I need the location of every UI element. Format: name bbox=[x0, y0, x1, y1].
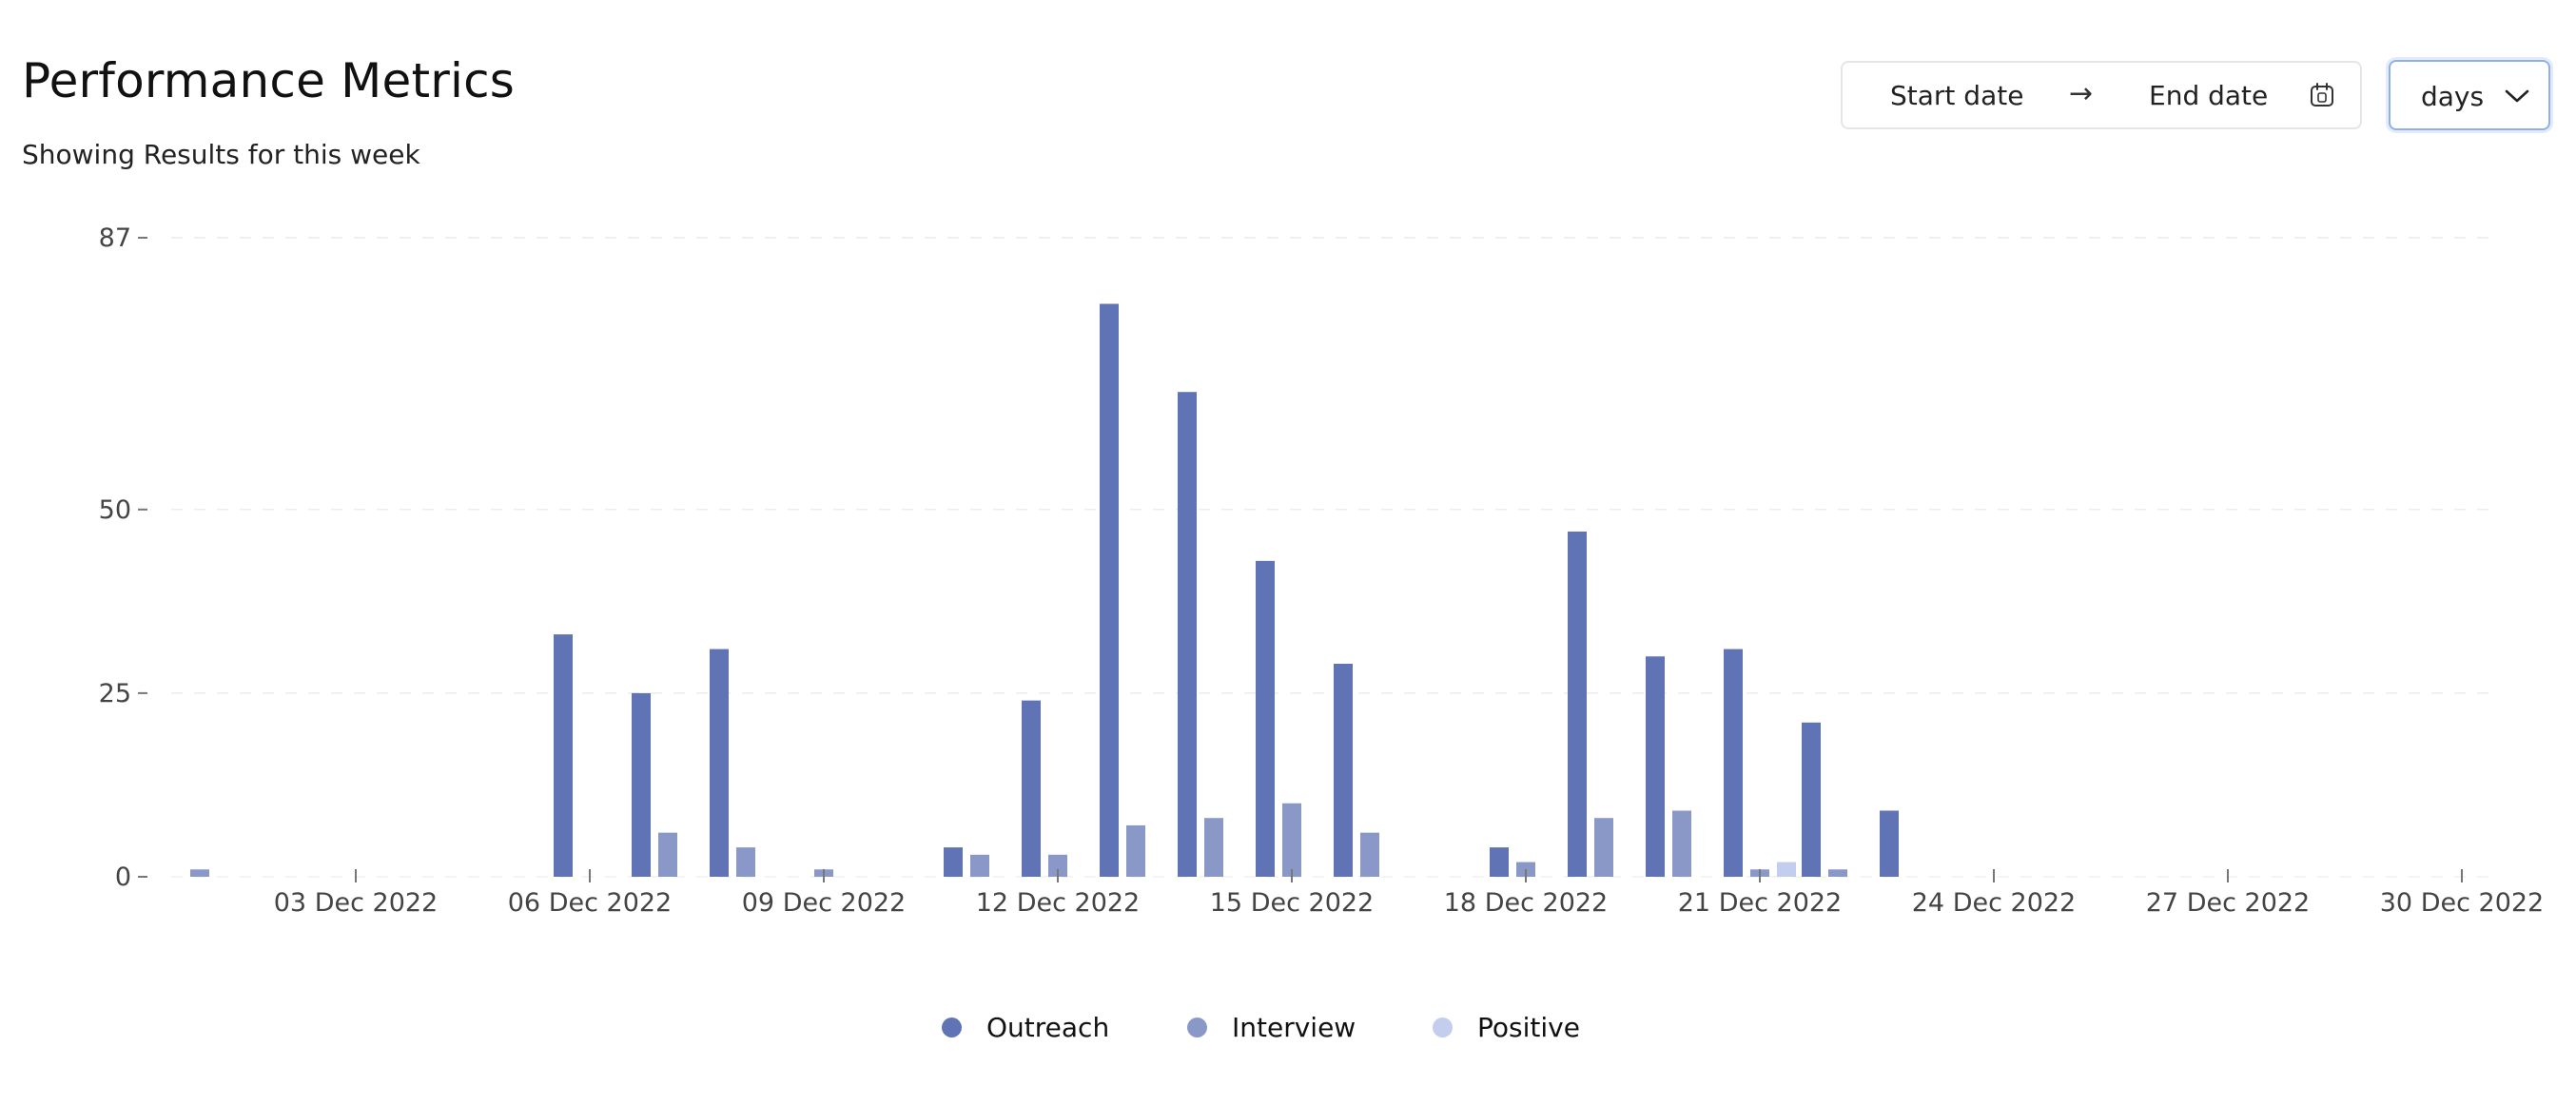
bar-interview-19[interactable] bbox=[1594, 818, 1613, 877]
bar-outreach-14[interactable] bbox=[1178, 392, 1197, 877]
legend-dot-interview bbox=[1187, 1017, 1207, 1037]
y-tick-label: 25 bbox=[99, 679, 131, 708]
x-tick-label: 18 Dec 2022 bbox=[1444, 888, 1608, 918]
bar-interview-12[interactable] bbox=[1048, 854, 1067, 877]
legend-label-positive: Positive bbox=[1477, 1011, 1580, 1043]
legend-label-interview: Interview bbox=[1232, 1011, 1356, 1043]
bar-interview-1[interactable] bbox=[190, 869, 209, 877]
bar-interview-16[interactable] bbox=[1360, 832, 1379, 877]
granularity-select[interactable]: days bbox=[2389, 60, 2550, 130]
bar-outreach-13[interactable] bbox=[1100, 303, 1119, 878]
date-range-picker[interactable]: Start date → End date bbox=[1841, 61, 2362, 129]
x-axis: 03 Dec 2022 06 Dec 2022 09 Dec 2022 12 Dec … bbox=[274, 869, 2544, 918]
x-tick-label: 06 Dec 2022 bbox=[508, 888, 672, 918]
chart-legend: Outreach Interview Positive bbox=[0, 1008, 2576, 1046]
legend-item-interview[interactable]: Interview bbox=[1187, 1008, 1356, 1046]
bar-outreach-22[interactable] bbox=[1802, 722, 1821, 877]
y-tick-label: 50 bbox=[99, 495, 131, 525]
bar-positive-21[interactable] bbox=[1777, 862, 1796, 877]
x-tick-label: 15 Dec 2022 bbox=[1210, 888, 1374, 918]
arrow-right-icon: → bbox=[2069, 77, 2094, 110]
bar-interview-11[interactable] bbox=[970, 854, 989, 877]
page-subtitle: Showing Results for this week bbox=[22, 139, 420, 170]
bar-interview-20[interactable] bbox=[1672, 810, 1691, 877]
calendar-icon[interactable] bbox=[2309, 82, 2335, 108]
granularity-value: days bbox=[2421, 81, 2485, 112]
y-axis: 0 25 50 87 bbox=[99, 223, 147, 892]
bar-interview-7[interactable] bbox=[658, 832, 677, 877]
bar-interview-15[interactable] bbox=[1282, 803, 1301, 877]
bar-interview-8[interactable] bbox=[736, 847, 755, 877]
bar-interview-14[interactable] bbox=[1204, 818, 1223, 877]
bar-outreach-23[interactable] bbox=[1880, 810, 1899, 877]
y-tick-label: 87 bbox=[99, 223, 131, 253]
y-tick-label: 0 bbox=[115, 863, 131, 892]
chart-bars bbox=[190, 303, 1899, 878]
performance-chart: 0 25 50 87 03 Dec 2022 06 Dec 2022 09 Dec 202… bbox=[99, 223, 2545, 918]
x-tick-label: 21 Dec 2022 bbox=[1678, 888, 1842, 918]
bar-outreach-6[interactable] bbox=[554, 634, 573, 877]
chevron-down-icon bbox=[2505, 89, 2529, 103]
legend-dot-outreach bbox=[942, 1017, 962, 1037]
bar-outreach-15[interactable] bbox=[1256, 560, 1275, 877]
page-title: Performance Metrics bbox=[22, 53, 516, 108]
x-tick-label: 27 Dec 2022 bbox=[2146, 888, 2310, 918]
x-tick-label: 24 Dec 2022 bbox=[1912, 888, 2076, 918]
x-tick-label: 03 Dec 2022 bbox=[274, 888, 438, 918]
bar-interview-22[interactable] bbox=[1828, 869, 1847, 877]
bar-outreach-12[interactable] bbox=[1022, 700, 1041, 877]
bar-outreach-11[interactable] bbox=[944, 847, 963, 877]
bar-outreach-19[interactable] bbox=[1568, 531, 1587, 877]
x-tick-label: 09 Dec 2022 bbox=[742, 888, 906, 918]
bar-outreach-7[interactable] bbox=[632, 692, 651, 877]
x-tick-label: 12 Dec 2022 bbox=[976, 888, 1140, 918]
bar-outreach-8[interactable] bbox=[710, 649, 729, 877]
bar-outreach-16[interactable] bbox=[1334, 664, 1353, 877]
legend-label-outreach: Outreach bbox=[986, 1011, 1110, 1043]
legend-item-outreach[interactable]: Outreach bbox=[942, 1008, 1109, 1046]
x-tick-label: 30 Dec 2022 bbox=[2380, 888, 2544, 918]
bar-outreach-18[interactable] bbox=[1490, 847, 1509, 877]
chart-grid bbox=[171, 237, 2492, 878]
legend-item-positive[interactable]: Positive bbox=[1433, 1008, 1580, 1046]
legend-dot-positive bbox=[1433, 1017, 1453, 1037]
start-date-input[interactable]: Start date bbox=[1890, 80, 2024, 111]
end-date-input[interactable]: End date bbox=[2149, 80, 2269, 111]
bar-outreach-20[interactable] bbox=[1646, 656, 1665, 877]
bar-outreach-21[interactable] bbox=[1724, 649, 1743, 877]
bar-interview-13[interactable] bbox=[1126, 824, 1145, 877]
